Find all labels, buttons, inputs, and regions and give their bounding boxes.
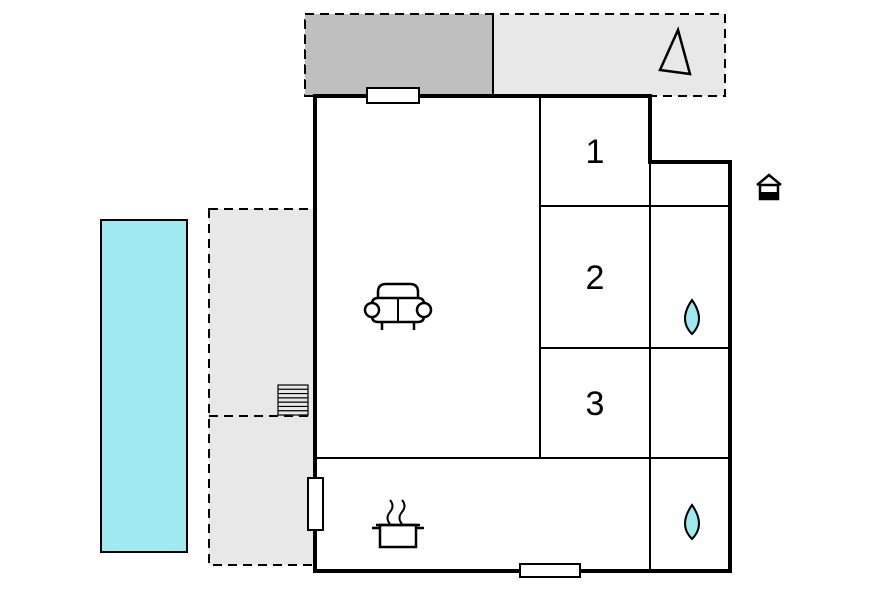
room-2-label: 2 bbox=[586, 259, 605, 297]
building-outline bbox=[315, 96, 730, 571]
floor-plan: 1 2 3 bbox=[0, 0, 896, 597]
room-3-label: 3 bbox=[586, 385, 605, 423]
window-bottom bbox=[520, 564, 580, 577]
terrace-left bbox=[209, 209, 315, 565]
door-top bbox=[367, 88, 419, 103]
room-1-label: 1 bbox=[586, 133, 605, 171]
entrance-icon bbox=[757, 175, 781, 199]
terrace-top-covered bbox=[305, 14, 493, 96]
door-left bbox=[308, 478, 323, 530]
pool bbox=[101, 220, 187, 552]
